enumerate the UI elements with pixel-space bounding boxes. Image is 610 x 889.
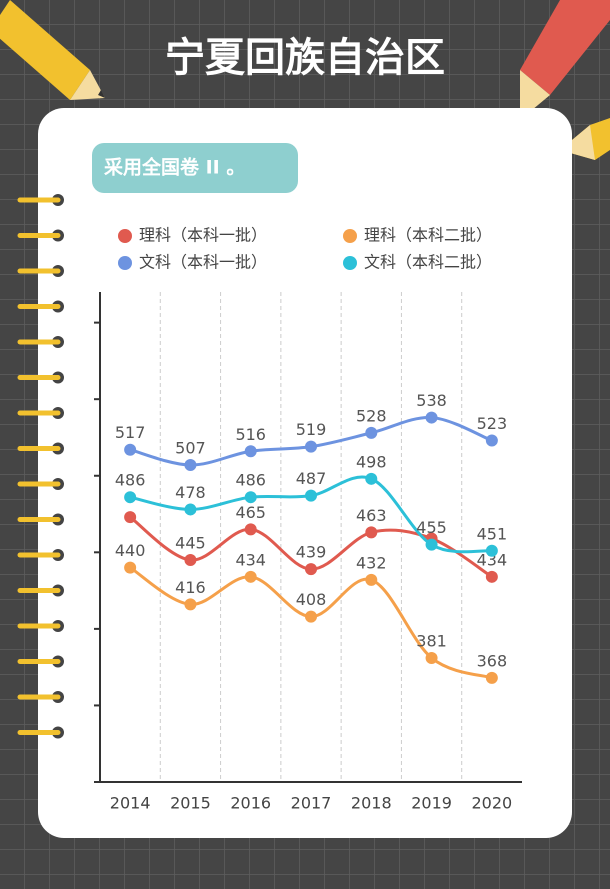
data-point <box>124 443 137 456</box>
data-point <box>485 544 498 557</box>
data-label: 517 <box>115 423 146 442</box>
legend-marker <box>118 256 132 270</box>
data-point <box>124 561 137 574</box>
data-point <box>244 523 257 536</box>
data-label: 523 <box>477 414 508 433</box>
legend-label: 理科（本科二批） <box>364 226 492 245</box>
data-label: 528 <box>356 406 387 425</box>
data-label: 486 <box>235 471 266 490</box>
data-label: 408 <box>296 590 327 609</box>
x-tick-label: 2016 <box>230 794 271 813</box>
data-label: 519 <box>296 420 327 439</box>
legend-label: 理科（本科一批） <box>139 226 267 245</box>
data-point <box>425 411 438 424</box>
data-label: 434 <box>477 550 508 569</box>
x-tick-label: 2014 <box>110 794 151 813</box>
pencil-left <box>0 0 105 100</box>
legend-label: 文科（本科二批） <box>364 253 492 272</box>
data-label: 381 <box>416 631 447 650</box>
data-point <box>485 671 498 684</box>
legend-marker <box>343 256 357 270</box>
data-label: 463 <box>356 506 387 525</box>
data-label: 465 <box>235 503 266 522</box>
data-point <box>244 445 257 458</box>
data-label: 439 <box>296 543 327 562</box>
data-point <box>485 570 498 583</box>
x-tick-label: 2015 <box>170 794 211 813</box>
legend-marker <box>118 229 132 243</box>
data-point <box>184 503 197 516</box>
subtitle-box <box>92 143 298 193</box>
data-label: 507 <box>175 439 206 458</box>
data-point <box>365 573 378 586</box>
data-label: 487 <box>296 469 327 488</box>
chart-title: 宁夏回族自治区 <box>165 35 445 81</box>
data-point <box>365 426 378 439</box>
x-tick-label: 2018 <box>351 794 392 813</box>
subtitle: 采用全国卷 II 。 <box>104 156 245 179</box>
data-point <box>184 598 197 611</box>
legend-label: 文科（本科一批） <box>139 253 267 272</box>
x-tick-label: 2017 <box>291 794 332 813</box>
data-label: 440 <box>115 541 146 560</box>
data-point <box>485 434 498 447</box>
data-point <box>305 440 317 453</box>
rings <box>17 194 64 739</box>
data-point <box>425 538 438 551</box>
data-point <box>305 610 317 623</box>
data-point <box>184 459 197 472</box>
data-label: 451 <box>477 524 508 543</box>
card <box>38 108 572 838</box>
data-point <box>124 511 137 524</box>
data-label: 516 <box>235 425 266 444</box>
data-point <box>184 553 197 566</box>
data-label: 486 <box>115 471 146 490</box>
data-point <box>365 526 378 539</box>
data-point <box>425 651 438 664</box>
data-label: 445 <box>175 533 206 552</box>
x-tick-label: 2019 <box>411 794 452 813</box>
data-label: 538 <box>416 391 447 410</box>
data-label: 498 <box>356 452 387 471</box>
data-point <box>244 570 257 583</box>
data-label: 416 <box>175 578 206 597</box>
data-label: 434 <box>235 550 266 569</box>
data-point <box>365 472 378 485</box>
data-point <box>244 491 257 504</box>
pencil-right <box>520 0 610 160</box>
data-point <box>124 491 137 504</box>
data-label: 478 <box>175 483 206 502</box>
data-label: 432 <box>356 553 387 572</box>
data-label: 455 <box>416 518 447 537</box>
legend-marker <box>343 229 357 243</box>
x-tick-label: 2020 <box>471 794 512 813</box>
data-point <box>305 563 317 576</box>
data-label: 368 <box>477 651 508 670</box>
data-point <box>305 489 317 502</box>
